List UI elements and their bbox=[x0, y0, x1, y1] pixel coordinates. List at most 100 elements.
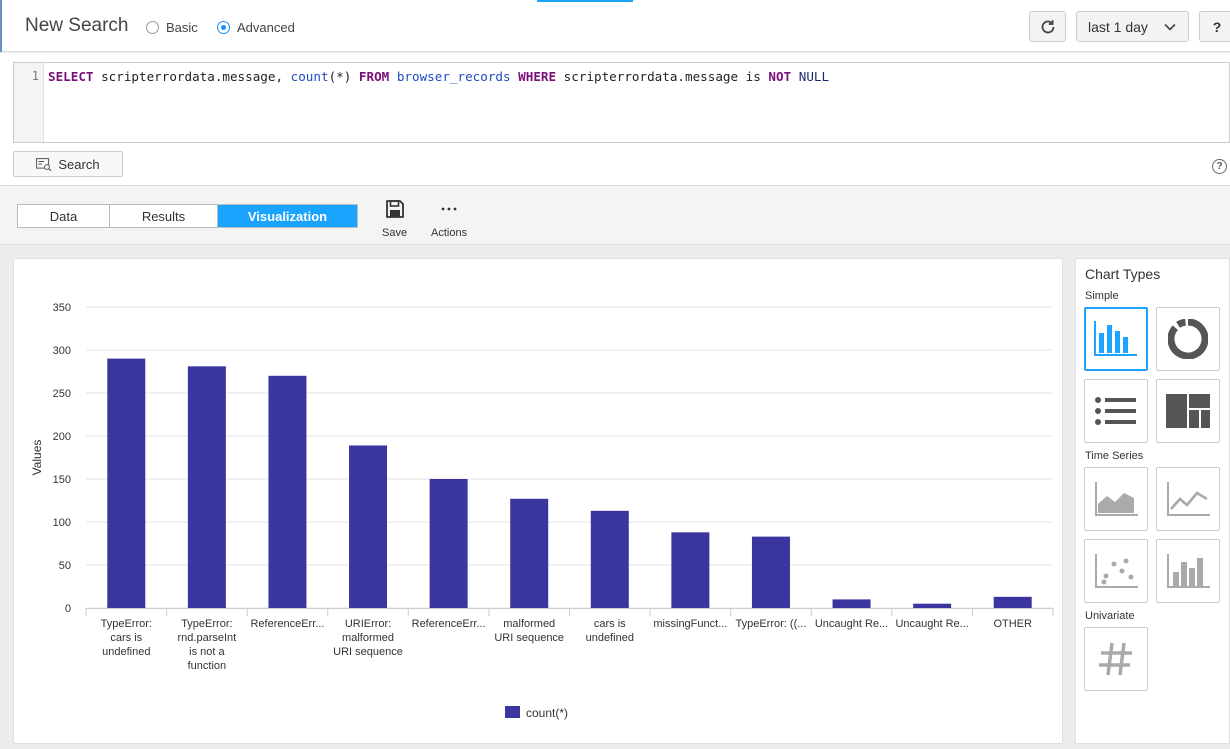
x-tick-label-line: URI sequence bbox=[494, 632, 564, 644]
histogram-chart-icon[interactable] bbox=[1156, 539, 1220, 603]
x-tick-label: cars is undefined bbox=[586, 618, 634, 644]
tab-data[interactable]: Data bbox=[18, 205, 110, 227]
query-text[interactable]: SELECT scripterrordata.message, count(*)… bbox=[48, 69, 829, 84]
search-button[interactable]: Search bbox=[13, 151, 123, 177]
time-range-value: last 1 day bbox=[1088, 18, 1148, 35]
x-tick-label: Uncaught Re... bbox=[895, 618, 968, 630]
mode-basic-radio[interactable]: Basic bbox=[146, 20, 198, 35]
query-token: scripterrordata.message, bbox=[93, 69, 291, 84]
x-tick-label-line: cars is bbox=[110, 632, 142, 644]
query-token: browser_records bbox=[396, 69, 511, 84]
y-tick-label: 250 bbox=[53, 388, 71, 400]
mode-basic-label: Basic bbox=[166, 20, 198, 35]
save-button[interactable]: Save bbox=[382, 198, 407, 239]
y-tick-label: 300 bbox=[53, 345, 71, 357]
x-tick-label-line: Uncaught Re... bbox=[895, 618, 968, 630]
x-tick-label-line: ReferenceErr... bbox=[412, 618, 486, 630]
bar-chart-icon[interactable] bbox=[1084, 307, 1148, 371]
x-tick-label-line: OTHER bbox=[993, 618, 1032, 630]
treemap-chart-icon[interactable] bbox=[1156, 379, 1220, 443]
y-tick-label: 100 bbox=[53, 517, 71, 529]
section-univariate: Univariate bbox=[1085, 610, 1135, 622]
y-tick-label: 200 bbox=[53, 431, 71, 443]
more-icon bbox=[441, 198, 457, 220]
bar bbox=[107, 358, 146, 608]
time-range-dropdown[interactable]: last 1 day bbox=[1076, 11, 1189, 42]
x-tick-label: TypeError: rnd.parseInt is not a function bbox=[178, 618, 237, 672]
tab-results[interactable]: Results bbox=[110, 205, 218, 227]
x-tick-label: missingFunct... bbox=[653, 618, 727, 630]
bar bbox=[349, 445, 388, 608]
bar bbox=[832, 599, 871, 608]
x-tick-label-line: cars is bbox=[594, 618, 626, 630]
help-button[interactable]: ? bbox=[1199, 11, 1230, 42]
refresh-button[interactable] bbox=[1029, 11, 1066, 42]
x-tick-label: TypeError: cars is undefined bbox=[101, 618, 152, 658]
tab-visualization[interactable]: Visualization bbox=[218, 205, 357, 227]
view-tabs: Data Results Visualization bbox=[17, 204, 358, 228]
query-token: SELECT bbox=[48, 69, 94, 84]
area-chart-icon[interactable] bbox=[1084, 467, 1148, 531]
bar bbox=[671, 532, 710, 608]
bar bbox=[268, 375, 307, 608]
y-axis-label: Values bbox=[30, 440, 44, 476]
x-tick-label-line: URI sequence bbox=[333, 646, 403, 658]
bar bbox=[993, 596, 1032, 608]
query-token: (*) bbox=[328, 69, 359, 84]
save-icon bbox=[385, 198, 405, 220]
bar bbox=[429, 479, 468, 608]
chart-types-panel: Chart Types Simple Time Series bbox=[1075, 258, 1230, 744]
x-tick-label: URIError: malformed URI sequence bbox=[333, 618, 403, 658]
x-tick-label-line: Uncaught Re... bbox=[815, 618, 888, 630]
bar bbox=[510, 498, 549, 608]
refresh-icon bbox=[1041, 19, 1054, 33]
bar bbox=[913, 603, 952, 608]
list-chart-icon[interactable] bbox=[1084, 379, 1148, 443]
x-tick-label: ReferenceErr... bbox=[412, 618, 486, 630]
actions-label: Actions bbox=[431, 227, 468, 239]
scatter-chart-icon[interactable] bbox=[1084, 539, 1148, 603]
x-tick-label: Uncaught Re... bbox=[815, 618, 888, 630]
help-circle-icon[interactable]: ? bbox=[1212, 159, 1227, 174]
x-tick-label-line: malformed bbox=[503, 618, 555, 630]
x-tick-label-line: TypeError: bbox=[101, 618, 152, 630]
actions-button[interactable]: Actions bbox=[431, 198, 467, 239]
donut-chart-icon[interactable] bbox=[1156, 307, 1220, 371]
x-tick-label-line: function bbox=[188, 660, 227, 672]
x-tick-label: OTHER bbox=[993, 618, 1032, 630]
x-tick-label-line: TypeError: bbox=[181, 618, 232, 630]
query-token bbox=[389, 69, 397, 84]
legend-swatch bbox=[505, 706, 520, 718]
x-tick-label: TypeError: ((... bbox=[736, 618, 807, 630]
x-tick-label: ReferenceErr... bbox=[250, 618, 324, 630]
query-token: FROM bbox=[358, 69, 390, 84]
x-tick-label-line: undefined bbox=[586, 632, 634, 644]
y-tick-label: 0 bbox=[65, 603, 71, 615]
bar-chart: 0 50 100 150 200 250 300 350 Values TypeError: car… bbox=[30, 302, 1054, 720]
query-editor[interactable]: 1 SELECT scripterrordata.message, count(… bbox=[13, 62, 1230, 143]
x-tick-label-line: URIError: bbox=[345, 618, 391, 630]
query-token: WHERE bbox=[518, 69, 557, 84]
query-token bbox=[791, 69, 799, 84]
query-token: NOT bbox=[768, 69, 792, 84]
y-tick-label: 50 bbox=[59, 560, 71, 572]
section-time-series: Time Series bbox=[1085, 450, 1144, 462]
bar bbox=[751, 536, 790, 608]
header-left-edge bbox=[0, 0, 2, 52]
query-token: NULL bbox=[798, 69, 830, 84]
search-button-label: Search bbox=[58, 156, 100, 172]
x-tick-label-line: missingFunct... bbox=[653, 618, 727, 630]
bar bbox=[187, 366, 226, 608]
chart-types-title: Chart Types bbox=[1085, 266, 1161, 282]
mode-advanced-radio[interactable]: Advanced bbox=[217, 20, 295, 35]
line-chart-icon[interactable] bbox=[1156, 467, 1220, 531]
legend-label: count(*) bbox=[526, 706, 568, 720]
x-tick-label-line: undefined bbox=[102, 646, 150, 658]
number-chart-icon[interactable] bbox=[1084, 627, 1148, 691]
bar bbox=[590, 510, 629, 608]
search-icon bbox=[36, 157, 52, 171]
y-tick-label: 150 bbox=[53, 474, 71, 486]
x-tick-label-line: TypeError: ((... bbox=[736, 618, 807, 630]
chevron-down-icon bbox=[1164, 23, 1176, 31]
line-number: 1 bbox=[14, 63, 44, 142]
